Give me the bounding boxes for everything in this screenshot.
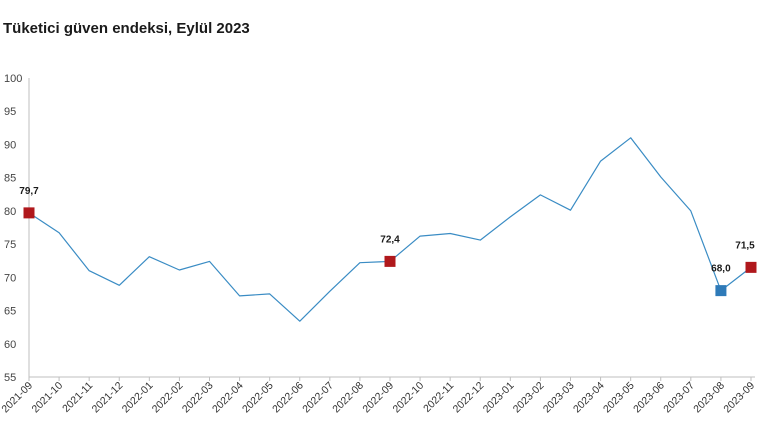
data-point — [629, 136, 632, 139]
highlight-marker — [23, 207, 35, 219]
data-point — [118, 284, 121, 287]
x-tick-label: 2021-12 — [90, 380, 126, 416]
series-line-group — [28, 136, 752, 323]
highlight-marker — [384, 255, 396, 267]
data-point — [88, 269, 91, 272]
y-tick-label: 70 — [4, 272, 16, 284]
x-tick-label: 2023-02 — [511, 380, 547, 416]
y-tick-label: 75 — [4, 239, 16, 251]
data-point — [358, 261, 361, 264]
x-tick-label: 2022-12 — [451, 380, 487, 416]
x-tick-label: 2023-03 — [541, 380, 577, 416]
y-axis: 55 60 65 70 75 80 85 90 95 100 — [4, 73, 30, 384]
y-tick-label: 55 — [4, 372, 16, 384]
data-point — [689, 209, 692, 212]
x-tick-label: 2022-03 — [180, 380, 216, 416]
data-point — [148, 255, 151, 258]
x-tick-label: 2022-05 — [240, 380, 276, 416]
data-label: 71,5 — [735, 240, 755, 251]
data-point — [599, 160, 602, 163]
data-point — [659, 176, 662, 179]
x-tick-label: 2022-01 — [120, 380, 156, 416]
data-point — [449, 232, 452, 235]
x-tick-label: 2022-08 — [330, 380, 366, 416]
data-point — [479, 239, 482, 242]
x-tick-label: 2023-08 — [691, 380, 727, 416]
y-tick-label: 65 — [4, 306, 16, 318]
x-tick-label: 2023-07 — [661, 380, 697, 416]
data-label: 72,4 — [380, 234, 400, 245]
x-tick-label: 2022-09 — [360, 380, 396, 416]
x-tick-label: 2021-10 — [29, 380, 65, 416]
data-point — [539, 193, 542, 196]
x-tick-label: 2023-06 — [631, 380, 667, 416]
y-tick-label: 80 — [4, 206, 16, 218]
data-point — [419, 235, 422, 238]
y-tick-label: 95 — [4, 106, 16, 118]
data-point — [298, 320, 301, 323]
data-label: 68,0 — [711, 264, 731, 275]
x-tick-label: 2022-06 — [270, 380, 306, 416]
data-point — [569, 209, 572, 212]
chart-title: Tüketici güven endeksi, Eylül 2023 — [3, 20, 250, 37]
x-axis: 2021-092021-102021-112021-122022-012022-… — [0, 376, 757, 416]
data-point — [208, 260, 211, 263]
highlight-marker — [715, 285, 727, 297]
data-label: 79,7 — [19, 186, 39, 197]
x-tick-label: 2021-11 — [60, 380, 95, 415]
data-point — [58, 231, 61, 234]
data-point — [238, 294, 241, 297]
data-point — [509, 215, 512, 218]
x-tick-label: 2022-02 — [150, 380, 186, 416]
x-tick-label: 2023-05 — [601, 380, 637, 416]
x-tick-label: 2022-07 — [300, 380, 336, 416]
x-tick-label: 2022-11 — [421, 380, 456, 415]
y-tick-label: 90 — [4, 139, 16, 151]
x-tick-label: 2022-04 — [210, 380, 246, 416]
highlight-marker — [745, 261, 757, 273]
series-line — [28, 137, 752, 322]
x-tick-label: 2023-01 — [481, 380, 517, 416]
x-tick-label: 2022-10 — [390, 380, 426, 416]
data-point — [328, 290, 331, 293]
x-tick-label: 2023-09 — [721, 380, 757, 416]
y-tick-label: 100 — [4, 73, 22, 85]
x-tick-label: 2021-09 — [0, 380, 35, 416]
data-labels-group: 79,7 72,4 68,0 71,5 — [19, 186, 755, 275]
markers-group — [23, 207, 757, 297]
data-point — [178, 269, 181, 272]
data-point — [268, 292, 271, 295]
y-tick-label: 60 — [4, 339, 16, 351]
x-tick-label: 2023-04 — [571, 380, 607, 416]
y-tick-label: 85 — [4, 173, 16, 185]
